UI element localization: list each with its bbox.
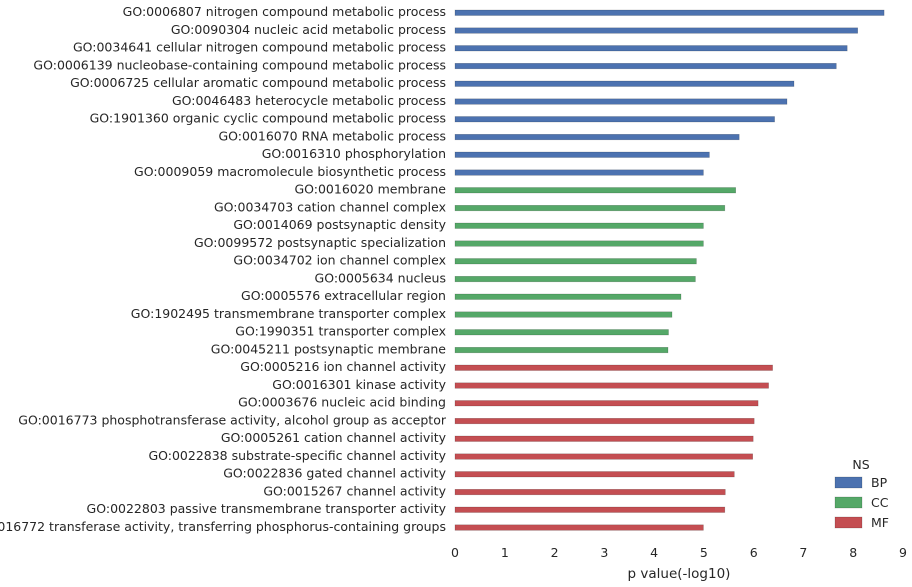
- legend-title: NS: [852, 457, 869, 472]
- category-label-15: GO:0034702 ion channel complex: [233, 253, 446, 268]
- category-label-9: GO:0016310 phosphorylation: [262, 146, 446, 161]
- category-label-23: GO:0003676 nucleic acid binding: [238, 395, 446, 410]
- x-tick-1: 1: [501, 545, 509, 560]
- category-label-29: GO:0022803 passive transmembrane transpo…: [87, 501, 447, 516]
- legend-label-cc: CC: [871, 495, 889, 510]
- bars-layer: [454, 9, 885, 531]
- bar-cc-11: [454, 187, 737, 194]
- bar-mf-30: [454, 524, 704, 531]
- x-tick-6: 6: [750, 545, 758, 560]
- bar-bp-8: [454, 134, 740, 141]
- bar-bp-4: [454, 62, 837, 70]
- legend-swatch-bp: [834, 476, 863, 489]
- legend-swatch-mf: [834, 516, 863, 529]
- category-label-20: GO:0045211 postsynaptic membrane: [211, 341, 447, 356]
- bar-mf-26: [454, 453, 754, 460]
- bar-bp-2: [454, 27, 859, 34]
- category-label-3: GO:0034641 cellular nitrogen compound me…: [73, 40, 446, 55]
- bar-bp-1: [454, 9, 885, 16]
- category-label-6: GO:0046483 heterocycle metabolic process: [172, 93, 446, 108]
- bar-bp-5: [454, 80, 795, 87]
- bar-bp-3: [454, 45, 848, 52]
- category-label-1: GO:0006807 nitrogen compound metabolic p…: [123, 4, 446, 19]
- bar-cc-13: [454, 222, 704, 229]
- x-tick-8: 8: [849, 545, 857, 560]
- bar-mf-29: [454, 506, 726, 513]
- bar-cc-15: [454, 258, 697, 265]
- category-label-5: GO:0006725 cellular aromatic compound me…: [70, 75, 446, 90]
- legend-label-bp: BP: [871, 475, 888, 490]
- bar-mf-25: [454, 435, 754, 442]
- x-axis-label: p value(-log10): [628, 566, 731, 582]
- category-label-16: GO:0005634 nucleus: [315, 270, 446, 285]
- category-label-27: GO:0022836 gated channel activity: [223, 466, 446, 481]
- category-label-17: GO:0005576 extracellular region: [241, 288, 446, 303]
- category-label-21: GO:0005216 ion channel activity: [240, 359, 446, 374]
- x-axis-ticks: 0 1 2 3 4 5 6 7 8 9: [451, 545, 907, 560]
- bar-mf-23: [454, 400, 759, 407]
- bar-bp-10: [454, 169, 704, 176]
- bar-cc-14: [454, 240, 704, 247]
- legend: NS BP CC MF: [834, 457, 889, 530]
- bar-mf-27: [454, 471, 735, 478]
- x-tick-7: 7: [799, 545, 807, 560]
- category-label-24: GO:0016773 phosphotransferase activity, …: [18, 412, 447, 427]
- bar-mf-21: [454, 364, 773, 371]
- bar-cc-19: [454, 329, 669, 336]
- category-label-11: GO:0016020 membrane: [294, 182, 446, 197]
- bar-cc-12: [454, 205, 726, 212]
- category-label-7: GO:1901360 organic cyclic compound metab…: [90, 111, 446, 126]
- category-label-25: GO:0005261 cation channel activity: [221, 430, 447, 445]
- category-label-22: GO:0016301 kinase activity: [272, 377, 446, 392]
- bar-cc-17: [454, 293, 682, 300]
- x-tick-0: 0: [451, 545, 459, 560]
- category-label-12: GO:0034703 cation channel complex: [214, 199, 446, 214]
- bar-bp-6: [454, 98, 788, 105]
- category-label-2: GO:0090304 nucleic acid metabolic proces…: [171, 22, 446, 37]
- category-label-28: GO:0015267 channel activity: [263, 483, 446, 498]
- x-tick-5: 5: [700, 545, 708, 560]
- category-label-14: GO:0099572 postsynaptic specialization: [194, 235, 446, 250]
- x-tick-9: 9: [899, 545, 907, 560]
- bar-cc-18: [454, 311, 673, 318]
- category-label-26: GO:0022838 substrate-specific channel ac…: [148, 448, 446, 463]
- legend-label-mf: MF: [871, 515, 889, 530]
- bar-mf-28: [454, 488, 726, 496]
- category-label-30: GO:0016772 transferase activity, transfe…: [0, 519, 446, 534]
- bar-cc-20: [454, 346, 669, 354]
- category-label-13: GO:0014069 postsynaptic density: [233, 217, 446, 232]
- x-tick-2: 2: [551, 545, 559, 560]
- category-label-10: GO:0009059 macromolecule biosynthetic pr…: [134, 164, 446, 179]
- category-label-8: GO:0016070 RNA metabolic process: [218, 128, 446, 143]
- category-label-4: GO:0006139 nucleobase-containing compoun…: [33, 57, 446, 72]
- bar-mf-24: [454, 417, 755, 425]
- legend-swatch-cc: [834, 496, 863, 509]
- category-label-19: GO:1990351 transporter complex: [235, 324, 446, 339]
- x-tick-3: 3: [600, 545, 608, 560]
- category-label-18: GO:1902495 transmembrane transporter com…: [131, 306, 446, 321]
- x-tick-4: 4: [650, 545, 658, 560]
- bar-bp-7: [454, 116, 775, 123]
- category-labels: GO:0006807 nitrogen compound metabolic p…: [0, 4, 447, 534]
- bar-mf-22: [454, 382, 769, 389]
- bar-bp-9: [454, 151, 710, 158]
- bar-cc-16: [454, 275, 696, 283]
